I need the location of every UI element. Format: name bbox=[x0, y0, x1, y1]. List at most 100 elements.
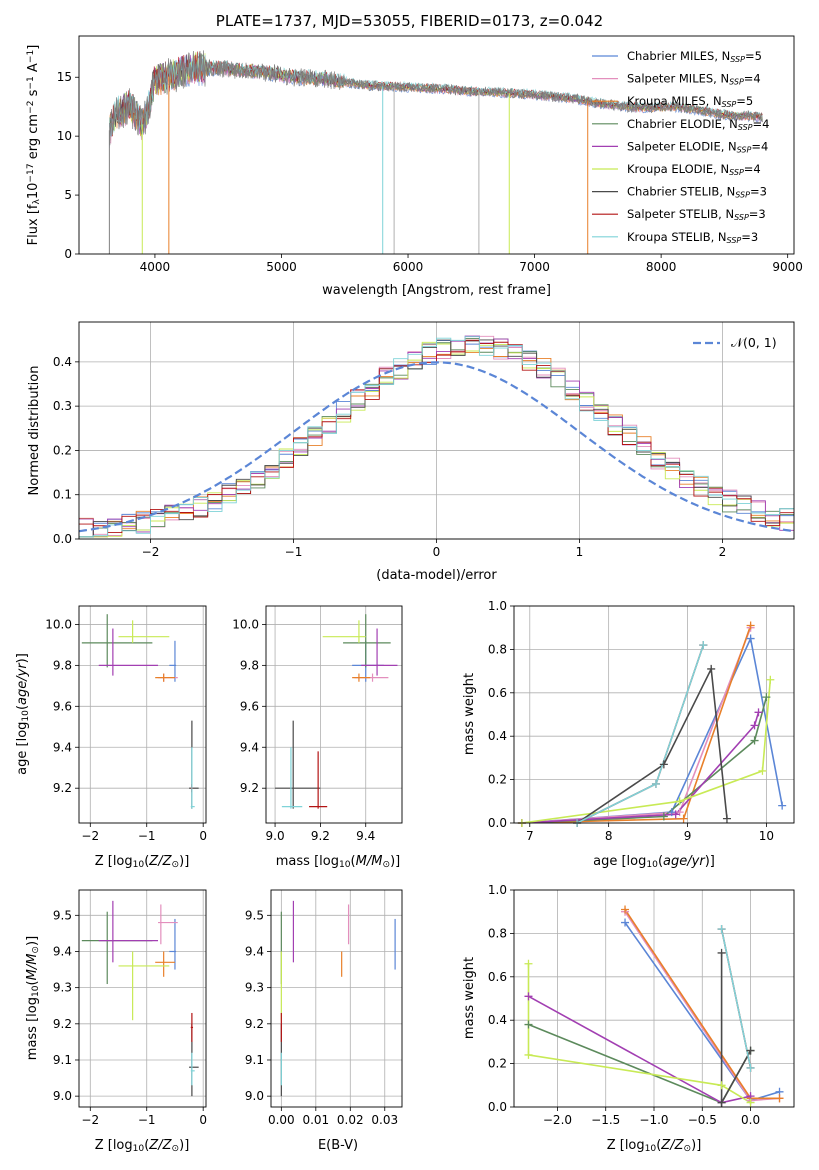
z-mass-frame bbox=[78, 889, 207, 1108]
x-tick-label: 0.02 bbox=[337, 1113, 364, 1127]
y-tick-label: 0.4 bbox=[488, 729, 507, 743]
y-tick-label: 0.0 bbox=[53, 532, 72, 546]
y-tick-label: 0.8 bbox=[488, 642, 507, 656]
x-tick-label: −2 bbox=[142, 545, 160, 559]
y-tick-label: 0.0 bbox=[488, 1100, 507, 1114]
x-tick-label: −2 bbox=[81, 1113, 99, 1127]
y-tick-label: 0.1 bbox=[53, 488, 72, 502]
y-tick-label: 9.3 bbox=[245, 981, 264, 995]
y-tick-label: 0.6 bbox=[488, 970, 507, 984]
age-weight-line-salpeter-stelib bbox=[576, 644, 705, 823]
age-weight-marker-salpeter-elodie bbox=[750, 721, 759, 730]
legend-label-kroupa-miles: Kroupa MILES, NSSP=5 bbox=[627, 94, 753, 109]
z-weight-line-kroupa-elodie bbox=[527, 963, 752, 1104]
y-tick-label: 0.2 bbox=[488, 1057, 507, 1071]
mass-age-axes: 9.0 9.2 9.4 9.2 9.4 9.6 9.8 10.0 bbox=[232, 606, 402, 843]
y-tick-label: 10.0 bbox=[45, 617, 72, 631]
y-tick-label: 0.4 bbox=[53, 355, 72, 369]
z-weight-marker-kroupa-stelib bbox=[746, 1063, 755, 1072]
y-tick-label: 9.4 bbox=[245, 944, 264, 958]
age-weight-marker-chabrier-stelib bbox=[707, 664, 716, 673]
legend-label-chabrier-miles: Chabrier MILES, NSSP=5 bbox=[627, 49, 762, 64]
age-weight-line-chabrier-elodie bbox=[521, 696, 768, 823]
legend-label-chabrier-elodie: Chabrier ELODIE, NSSP=4 bbox=[627, 117, 769, 132]
z-weight-marker-chabrier-stelib bbox=[746, 1046, 755, 1055]
y-tick-label: 9.6 bbox=[240, 699, 259, 713]
y-tick-label: 9.8 bbox=[240, 658, 259, 672]
z-weight-marker-chabrier-miles bbox=[621, 918, 630, 927]
x-tick-label: −2.0 bbox=[543, 1113, 572, 1127]
age-weight-line-kroupa-elodie bbox=[521, 679, 772, 823]
x-tick-label: −1 bbox=[138, 1113, 156, 1127]
y-tick-label: 9.4 bbox=[53, 740, 72, 754]
hist-step-salpeter-stelib bbox=[79, 339, 794, 534]
z-age-ylabel: age [log10(age/yr)] bbox=[15, 653, 31, 775]
y-tick-label: 5 bbox=[64, 188, 72, 202]
age-weight-marker-chabrier-miles bbox=[746, 634, 755, 643]
z-weight-frame bbox=[513, 889, 795, 1108]
z-weight-ylabel: mass weight bbox=[462, 957, 477, 1039]
y-tick-label: 9.2 bbox=[53, 1017, 72, 1031]
x-tick-label: 6000 bbox=[393, 260, 424, 274]
y-tick-label: 9.2 bbox=[53, 781, 72, 795]
z-weight-marker-kroupa-elodie bbox=[746, 1098, 755, 1107]
x-tick-label: 0 bbox=[433, 545, 441, 559]
y-tick-label: 9.0 bbox=[53, 1089, 72, 1103]
age-weight-marker-salpeter-elodie bbox=[671, 810, 680, 819]
age-weight-marker-salpeter-elodie bbox=[754, 708, 763, 717]
age-weight-marker-chabrier-elodie bbox=[762, 693, 771, 702]
x-tick-label: 1 bbox=[576, 545, 584, 559]
x-tick-label: 0.01 bbox=[302, 1113, 329, 1127]
y-tick-label: 0.0 bbox=[488, 816, 507, 830]
y-tick-label: 0 bbox=[64, 247, 72, 261]
age-weight-ylabel: mass weight bbox=[462, 673, 477, 755]
mass-age-plot bbox=[275, 614, 398, 809]
spectrum-frame bbox=[78, 35, 795, 255]
z-weight-marker-chabrier-stelib bbox=[717, 1098, 726, 1107]
spectrum-plot bbox=[108, 50, 763, 254]
legend-label-kroupa-elodie: Kroupa ELODIE, NSSP=4 bbox=[627, 162, 761, 177]
y-tick-label: 10.0 bbox=[232, 617, 259, 631]
z-weight-marker-salpeter-elodie bbox=[524, 992, 533, 1001]
spectrum-ylabel: Flux [fλ10−17 erg cm−2 s−1 A−1] bbox=[26, 45, 42, 246]
x-tick-label: 9.2 bbox=[311, 829, 330, 843]
age-weight-marker-kroupa-elodie bbox=[766, 675, 775, 684]
age-weight-line-chabrier-stelib bbox=[576, 666, 728, 823]
x-tick-label: 0.0 bbox=[741, 1113, 760, 1127]
x-tick-label: 4000 bbox=[140, 260, 171, 274]
z-weight-line-kroupa-stelib bbox=[720, 928, 752, 1069]
z-weight-marker-kroupa-miles bbox=[775, 1094, 784, 1103]
z-mass-ylabel: mass [log10(M/M⊙)] bbox=[25, 936, 41, 1060]
z-mass-plot bbox=[81, 900, 199, 1097]
age-weight-line-chabrier-miles bbox=[521, 635, 783, 823]
z-mass-xlabel: Z [log10(Z/Z⊙)] bbox=[95, 1138, 190, 1154]
x-tick-label: −0.5 bbox=[688, 1113, 717, 1127]
hist-legend-label: 𝒩(0, 1) bbox=[731, 335, 777, 350]
z-weight-marker-kroupa-miles bbox=[621, 905, 630, 914]
y-tick-label: 9.1 bbox=[53, 1053, 72, 1067]
y-tick-label: 0.3 bbox=[53, 399, 72, 413]
y-tick-label: 9.4 bbox=[53, 944, 72, 958]
age-weight-marker-chabrier-stelib bbox=[659, 760, 668, 769]
z-weight-xlabel: Z [log10(Z/Z⊙)] bbox=[607, 1138, 702, 1154]
z-weight-marker-chabrier-elodie bbox=[524, 1020, 533, 1029]
x-tick-label: 8000 bbox=[646, 260, 677, 274]
x-tick-label: 2 bbox=[719, 545, 727, 559]
spectrum-xlabel: wavelength [Angstrom, rest frame] bbox=[322, 283, 551, 298]
z-weight-marker-kroupa-stelib bbox=[717, 925, 726, 934]
y-tick-label: 0.2 bbox=[53, 443, 72, 457]
z-age-xlabel: Z [log10(Z/Z⊙)] bbox=[95, 854, 190, 870]
y-tick-label: 15 bbox=[57, 70, 72, 84]
age-weight-line-kroupa-stelib bbox=[576, 644, 705, 823]
y-tick-label: 9.2 bbox=[245, 1017, 264, 1031]
x-tick-label: 9.0 bbox=[266, 829, 285, 843]
y-tick-label: 0.4 bbox=[488, 1013, 507, 1027]
mass-age-xlabel: mass [log10(M/M⊙)] bbox=[276, 854, 400, 870]
ebv-mass-xlabel: E(B-V) bbox=[318, 1138, 358, 1153]
ebv-mass-plot bbox=[280, 900, 396, 1097]
x-tick-label: −2 bbox=[81, 829, 99, 843]
z-mass-axes: −2 −1 0 9.0 9.1 9.2 9.3 9.4 9.5 bbox=[53, 890, 207, 1127]
x-tick-label: −1.0 bbox=[639, 1113, 668, 1127]
age-weight-marker-chabrier-stelib bbox=[722, 814, 731, 823]
